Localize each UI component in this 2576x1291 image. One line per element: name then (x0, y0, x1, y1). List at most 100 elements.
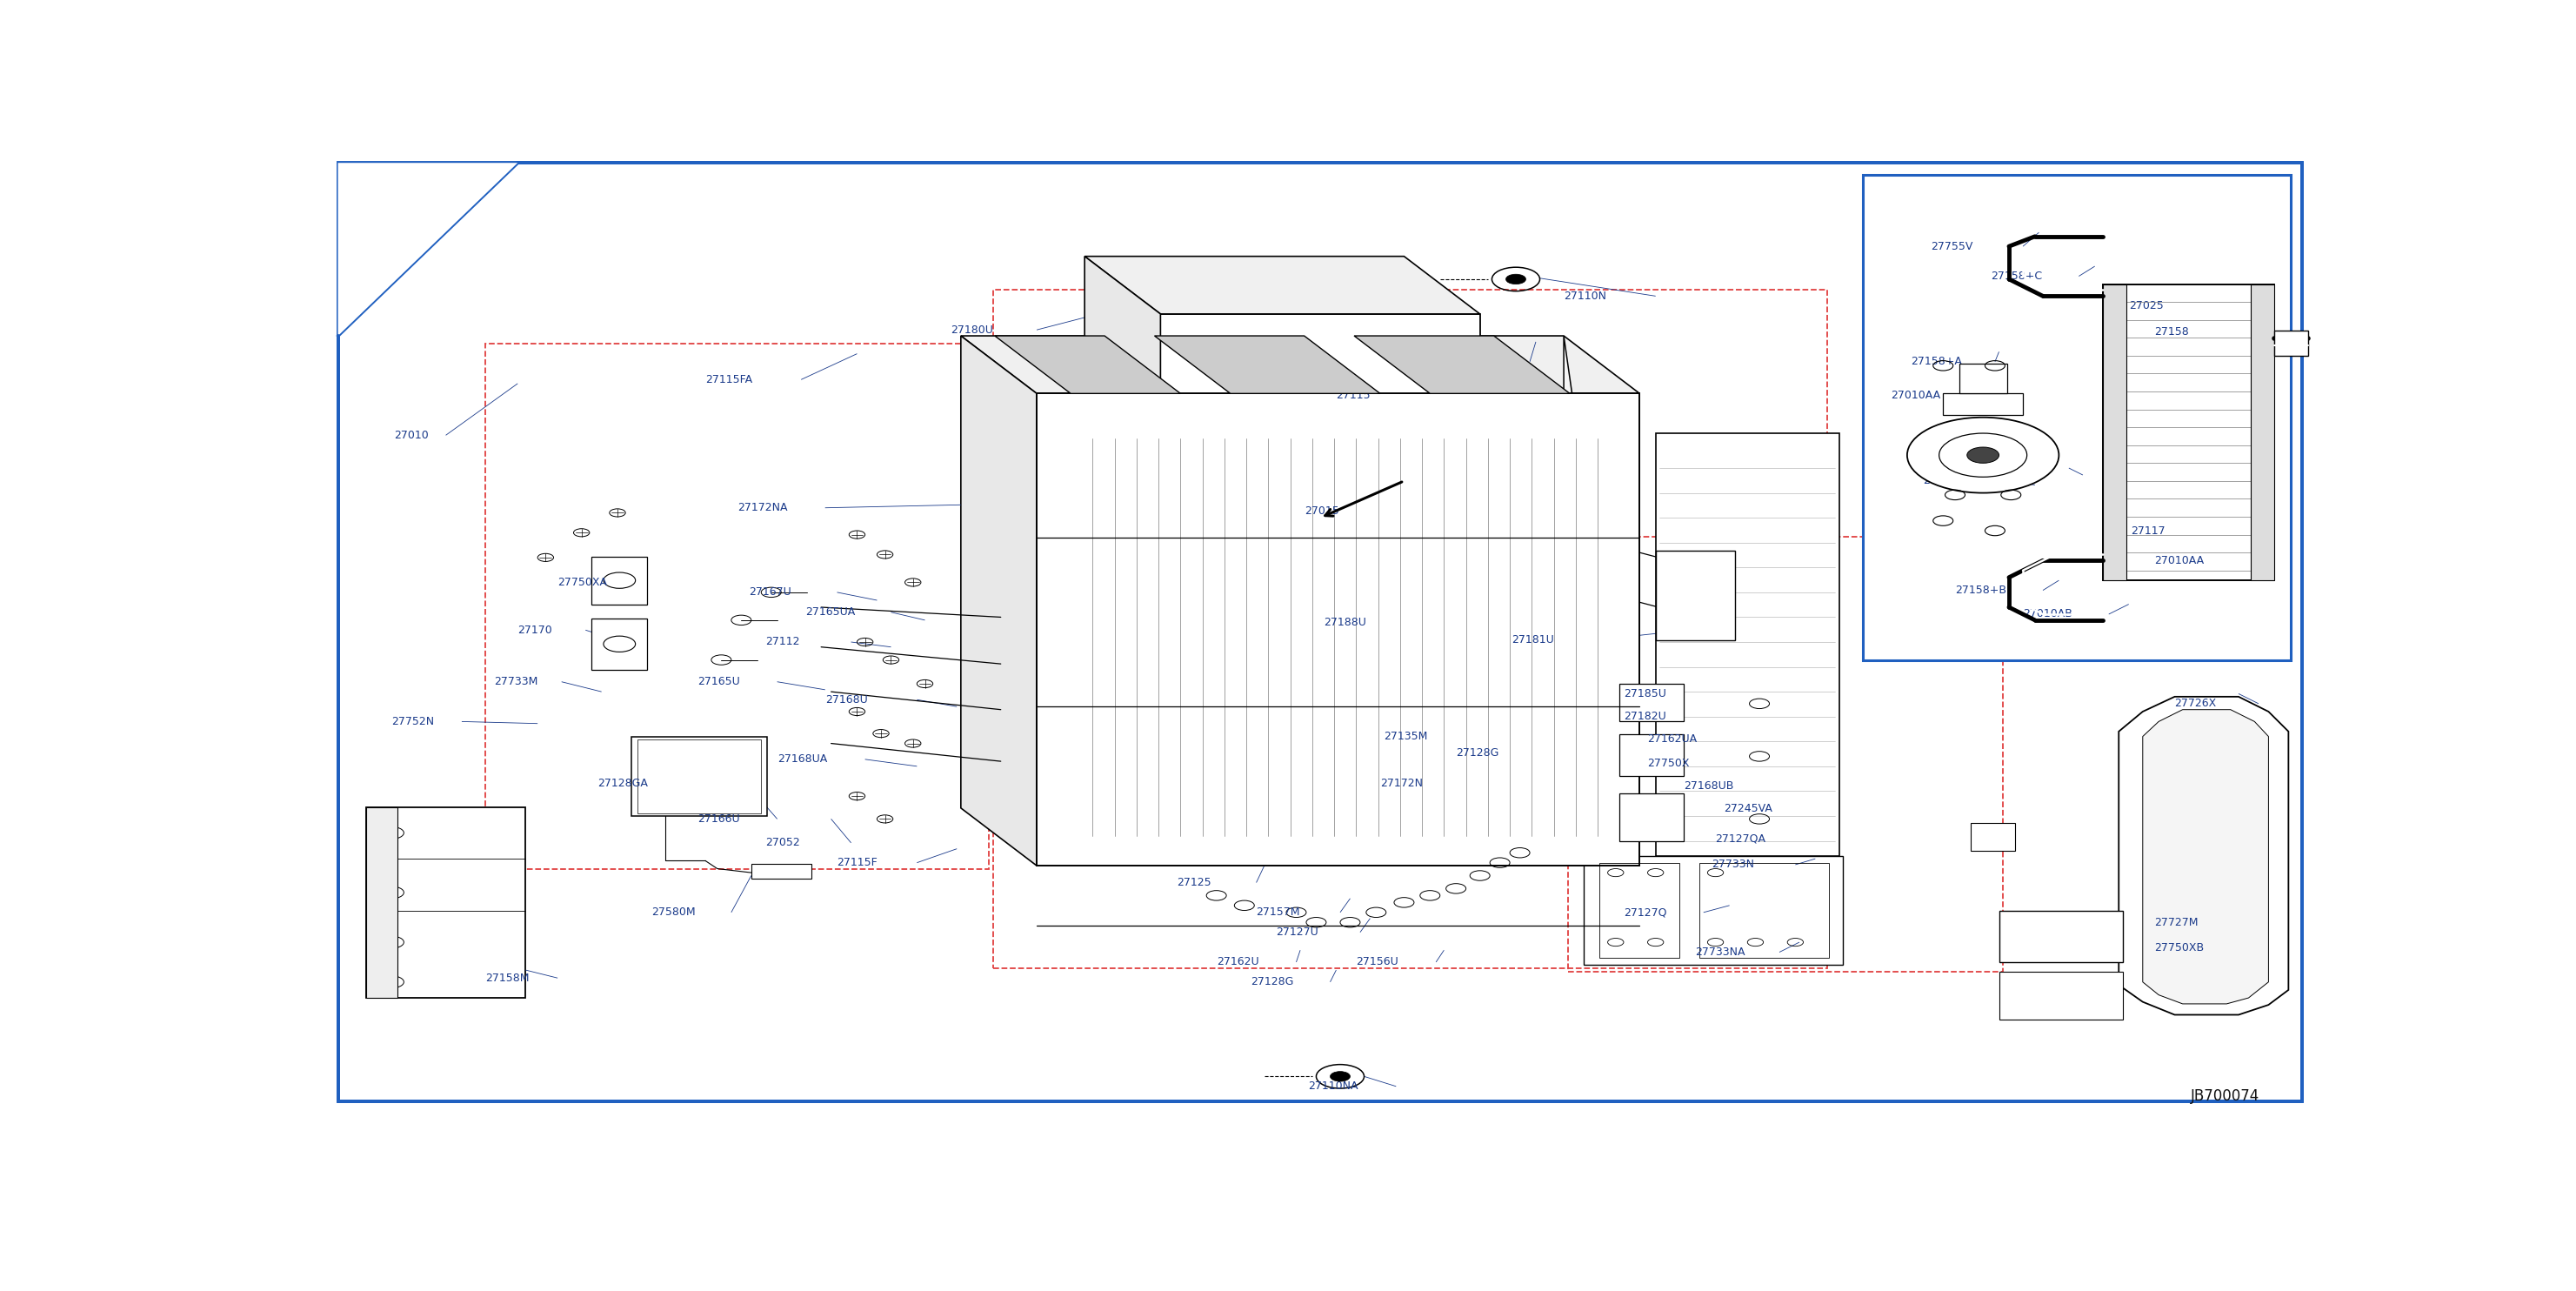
Text: 27158+C: 27158+C (1991, 271, 2043, 281)
Polygon shape (1355, 336, 1569, 394)
Text: 27166U: 27166U (698, 813, 739, 825)
Polygon shape (1036, 394, 1641, 866)
Circle shape (1968, 447, 1999, 463)
Bar (631, 736, 768, 816)
Polygon shape (1564, 336, 1641, 866)
Text: 27117: 27117 (2130, 525, 2166, 536)
Text: 27165UA: 27165UA (806, 607, 855, 618)
Text: 27580M: 27580M (652, 906, 696, 918)
Text: 27162UA: 27162UA (1649, 733, 1698, 745)
Text: 27168UA: 27168UA (778, 754, 827, 766)
Text: 27010AA: 27010AA (2154, 555, 2205, 567)
Bar (1942, 394, 2022, 416)
Text: 27025: 27025 (2128, 301, 2164, 311)
Bar (1960, 364, 2007, 394)
Text: 27170: 27170 (518, 625, 551, 635)
Circle shape (1906, 417, 2058, 493)
Text: 27115F: 27115F (837, 857, 878, 869)
Text: 27755V: 27755V (1932, 240, 1973, 252)
Bar (366, 807, 526, 998)
Text: 27752N: 27752N (392, 717, 435, 727)
Polygon shape (1162, 314, 1481, 394)
Circle shape (1507, 274, 1525, 284)
Text: 27165U: 27165U (698, 676, 739, 687)
Text: JB700074: JB700074 (2190, 1088, 2259, 1104)
Polygon shape (994, 336, 1180, 394)
Bar (1656, 550, 1736, 640)
Text: 27182U: 27182U (1623, 711, 1667, 722)
Text: 27127Q: 27127Q (1623, 906, 1667, 918)
Bar (2102, 284, 2275, 581)
Text: 27158: 27158 (2154, 327, 2190, 337)
Bar (1999, 972, 2123, 1020)
Text: 27181U: 27181U (1512, 634, 1553, 646)
Text: 27168U: 27168U (824, 695, 868, 705)
Bar (1999, 910, 2123, 962)
Text: 27185U: 27185U (1623, 688, 1667, 700)
Text: 27110NA: 27110NA (1309, 1081, 1358, 1092)
Bar (1700, 862, 1829, 958)
Text: 27010AB: 27010AB (2022, 608, 2074, 620)
Bar (487, 343, 989, 869)
Text: 27157M: 27157M (1257, 906, 1301, 918)
Polygon shape (2143, 710, 2269, 1004)
Bar (1600, 862, 1680, 958)
Text: 27733M: 27733M (495, 676, 538, 687)
Text: 27128G: 27128G (1249, 976, 1293, 988)
Text: 27115FA: 27115FA (706, 374, 752, 385)
Text: 27167U: 27167U (750, 586, 791, 598)
Text: 27726X: 27726X (2174, 698, 2215, 709)
Text: 27188U: 27188U (1324, 617, 1368, 627)
Text: 27010A: 27010A (1924, 475, 1965, 487)
Bar (1620, 793, 1685, 840)
Polygon shape (961, 336, 1641, 394)
Bar (592, 556, 647, 604)
Bar (636, 740, 762, 813)
Text: 27733NA: 27733NA (1695, 946, 1747, 958)
Bar (592, 618, 647, 670)
Bar (1584, 856, 1844, 966)
Text: 27110N: 27110N (1564, 290, 1607, 302)
Polygon shape (1084, 257, 1481, 314)
Bar (992, 290, 1826, 968)
Text: 27168UB: 27168UB (1685, 781, 1734, 791)
Text: 27135M: 27135M (1383, 731, 1427, 742)
Polygon shape (1656, 434, 1839, 856)
Text: 27180U: 27180U (951, 324, 994, 336)
Text: 27172N: 27172N (1381, 777, 1422, 789)
Text: 27750XB: 27750XB (2154, 942, 2205, 954)
Bar (1862, 174, 2290, 660)
Text: 27025M: 27025M (1984, 462, 2027, 474)
Text: 27158+A: 27158+A (1911, 356, 1963, 368)
Bar (1620, 735, 1685, 776)
Text: 27015: 27015 (1303, 505, 1340, 516)
Text: 27128GA: 27128GA (598, 777, 647, 789)
Bar (366, 807, 397, 998)
Text: 27125: 27125 (1177, 877, 1211, 888)
Text: 27245VA: 27245VA (1723, 803, 1772, 815)
Text: 27750X: 27750X (1649, 758, 1690, 769)
Polygon shape (961, 336, 1036, 866)
Bar (2251, 284, 2275, 581)
Text: 27010AA: 27010AA (1891, 390, 1940, 402)
Text: 27750XA: 27750XA (556, 577, 608, 587)
Polygon shape (1154, 336, 1381, 394)
Text: 27128G: 27128G (1455, 747, 1499, 759)
Bar (2102, 284, 2128, 581)
Bar (1620, 684, 1685, 722)
Text: 27733N: 27733N (1710, 859, 1754, 870)
Text: 27180UA: 27180UA (1445, 356, 1494, 368)
Polygon shape (337, 163, 518, 336)
Bar (752, 864, 811, 879)
Text: 27158+B: 27158+B (1955, 585, 2007, 596)
Text: 27127QA: 27127QA (1716, 833, 1767, 844)
Text: 27115: 27115 (1337, 390, 1370, 402)
Circle shape (1940, 434, 2027, 476)
Polygon shape (2120, 697, 2287, 1015)
Polygon shape (1084, 257, 1162, 394)
Bar (2275, 330, 2308, 356)
Text: 27172NA: 27172NA (737, 502, 788, 514)
Text: 27156U: 27156U (1355, 957, 1399, 968)
Bar (1569, 537, 2004, 972)
Text: 27052: 27052 (765, 837, 799, 848)
